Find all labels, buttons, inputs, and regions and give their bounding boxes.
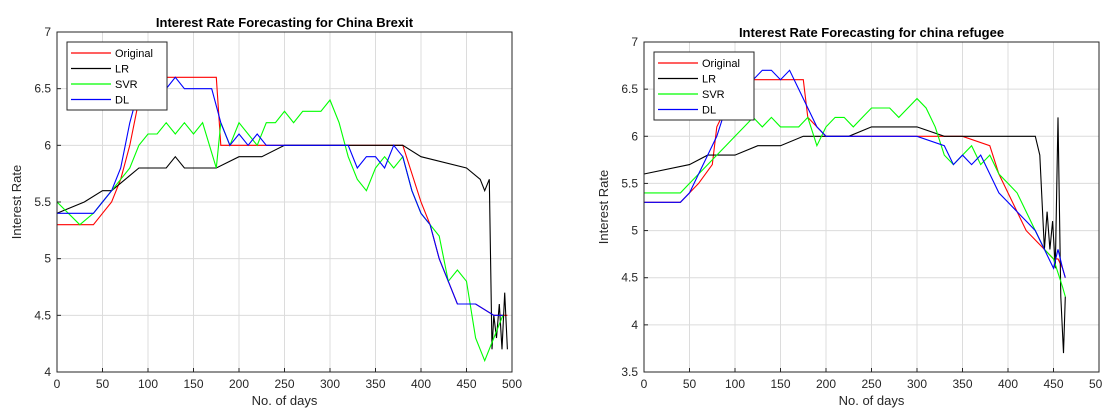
x-tick-label: 350 bbox=[952, 377, 972, 391]
x-axis-label: No. of days bbox=[839, 393, 905, 408]
x-tick-label: 450 bbox=[1043, 377, 1063, 391]
y-tick-label: 4 bbox=[44, 365, 51, 379]
x-tick-label: 150 bbox=[183, 377, 203, 391]
x-tick-label: 200 bbox=[229, 377, 249, 391]
x-tick-label: 100 bbox=[138, 377, 158, 391]
x-tick-label: 350 bbox=[365, 377, 385, 391]
legend-label: SVR bbox=[115, 79, 138, 91]
x-tick-label: 300 bbox=[907, 377, 927, 391]
y-tick-label: 6.5 bbox=[621, 82, 638, 96]
y-tick-label: 4 bbox=[631, 318, 638, 332]
chart-title: Interest Rate Forecasting for china refu… bbox=[739, 25, 1004, 40]
chart-title: Interest Rate Forecasting for China Brex… bbox=[156, 15, 414, 30]
x-axis-label: No. of days bbox=[252, 393, 318, 408]
legend: Original LR SVR DL bbox=[66, 41, 168, 111]
y-tick-label: 7 bbox=[44, 25, 51, 39]
y-tick-label: 6 bbox=[44, 138, 51, 152]
x-tick-label: 50 bbox=[96, 377, 110, 391]
y-axis-label: Interest Rate bbox=[596, 170, 611, 244]
x-tick-label: 0 bbox=[54, 377, 61, 391]
y-tick-label: 6 bbox=[631, 129, 638, 143]
series-line-svr bbox=[644, 97, 1066, 297]
x-tick-label: 0 bbox=[641, 377, 648, 391]
y-tick-label: 6.5 bbox=[34, 82, 51, 96]
y-tick-label: 4.5 bbox=[34, 308, 51, 322]
y-tick-label: 3.5 bbox=[621, 365, 638, 379]
x-tick-label: 300 bbox=[320, 377, 340, 391]
x-tick-label: 400 bbox=[998, 377, 1018, 391]
x-tick-label: 400 bbox=[411, 377, 431, 391]
legend-label: Original bbox=[702, 58, 740, 70]
y-tick-label: 5.5 bbox=[34, 195, 51, 209]
legend-label: DL bbox=[115, 95, 129, 107]
y-tick-label: 5 bbox=[631, 224, 638, 238]
x-tick-label: 500 bbox=[502, 377, 522, 391]
x-tick-label: 450 bbox=[456, 377, 476, 391]
x-tick-label: 50 bbox=[683, 377, 697, 391]
x-tick-label: 500 bbox=[1089, 377, 1102, 391]
y-tick-label: 5 bbox=[44, 252, 51, 266]
x-tick-label: 200 bbox=[816, 377, 836, 391]
x-tick-label: 100 bbox=[725, 377, 745, 391]
legend-label: SVR bbox=[702, 89, 725, 101]
series-line-lr bbox=[643, 117, 1066, 354]
y-tick-label: 7 bbox=[631, 35, 638, 49]
x-tick-label: 250 bbox=[861, 377, 881, 391]
legend-label: LR bbox=[702, 74, 716, 86]
y-tick-label: 4.5 bbox=[621, 271, 638, 285]
chart-1: 0 50 100 150 200 250 300 350 400 450 500 4 4.5 5 5.5 6 6… bbox=[9, 15, 522, 408]
legend-label: DL bbox=[702, 105, 716, 117]
x-tick-label: 250 bbox=[274, 377, 294, 391]
series-line-svr bbox=[56, 98, 504, 363]
legend-label: Original bbox=[115, 48, 153, 60]
legend: Original LR SVR DL bbox=[653, 51, 755, 121]
y-tick-label: 5.5 bbox=[621, 176, 638, 190]
y-axis-label: Interest Rate bbox=[9, 165, 24, 239]
legend-label: LR bbox=[115, 64, 129, 76]
chart-2: 0 50 100 150 200 250 300 350 400 450 500 3.5 4 4.5 5 5.… bbox=[596, 25, 1102, 408]
x-tick-label: 150 bbox=[770, 377, 790, 391]
